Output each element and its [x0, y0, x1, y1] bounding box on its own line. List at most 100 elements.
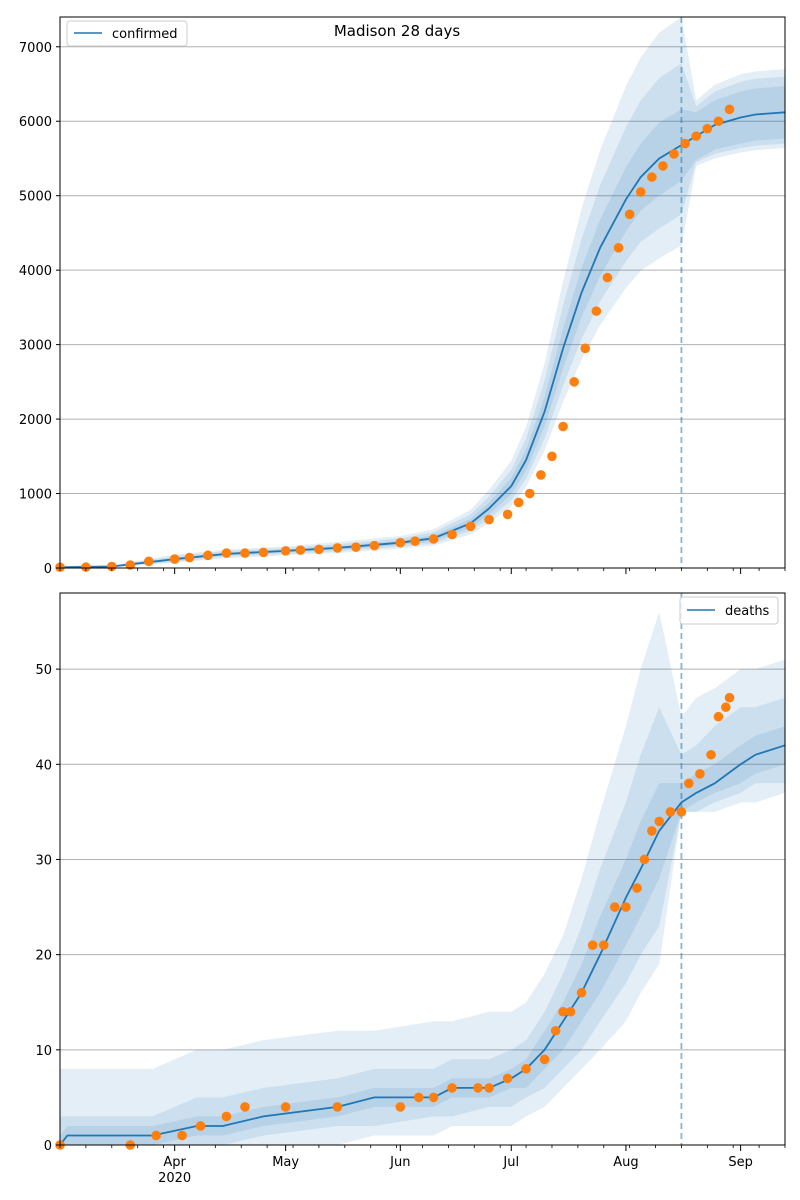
observed-point [143, 556, 154, 567]
y-tick-label: 3000 [19, 339, 52, 354]
observed-point [484, 514, 494, 525]
observed-point [280, 1102, 291, 1112]
observed-point [240, 1102, 250, 1112]
y-tick-label: 7000 [19, 41, 52, 56]
observed-point [724, 104, 735, 115]
deaths-legend: deaths [679, 596, 779, 625]
y-tick-label: 50 [35, 663, 52, 678]
observed-point [558, 1006, 568, 1017]
observed-point [613, 243, 624, 253]
observed-point [428, 534, 439, 544]
observed-point [502, 509, 513, 520]
observed-point [691, 131, 702, 141]
observed-point [565, 1006, 576, 1017]
x-tick-label: May [272, 1155, 299, 1170]
observed-point [591, 306, 602, 316]
observed-point [280, 546, 291, 556]
observed-point [521, 1064, 531, 1074]
observed-point [547, 451, 557, 462]
observed-point [332, 543, 343, 553]
x-tick-label: Sep [728, 1155, 753, 1170]
y-tick-label: 2000 [19, 413, 52, 428]
observed-point [332, 1102, 343, 1112]
observed-point [654, 816, 665, 827]
observed-point [639, 854, 650, 865]
observed-point [635, 187, 646, 197]
y-tick-label: 0 [44, 1139, 52, 1154]
observed-point [395, 1102, 406, 1112]
observed-point [569, 377, 579, 387]
uncertainty-band [60, 17, 785, 568]
x-tick-label: Jul [502, 1155, 519, 1170]
observed-point [665, 807, 676, 817]
y-tick-label: 40 [35, 758, 52, 773]
confirmed-y-axis: 0 1000 2000 3000 4000 5000 6000 7000 [19, 41, 60, 577]
y-tick-label: 4000 [19, 264, 52, 279]
observed-point [602, 272, 613, 283]
observed-point [706, 749, 716, 760]
observed-point [513, 497, 524, 508]
observed-point [647, 172, 657, 182]
observed-point [632, 883, 642, 893]
observed-point [647, 826, 657, 836]
legend-label-deaths: deaths [725, 604, 770, 619]
x-tick-label: Aug [613, 1155, 638, 1170]
observed-point [536, 470, 546, 480]
observed-point [195, 1121, 206, 1131]
y-tick-label: 1000 [19, 488, 52, 503]
y-tick-label: 5000 [19, 190, 52, 205]
observed-point [81, 562, 91, 572]
observed-point [177, 1130, 187, 1141]
observed-point [169, 554, 180, 564]
observed-point [558, 421, 568, 432]
uncertainty-band [60, 726, 785, 1145]
observed-point [447, 529, 457, 540]
observed-point [695, 769, 705, 779]
observed-point [258, 547, 269, 558]
observed-point [684, 778, 694, 789]
observed-point [414, 1092, 424, 1103]
observed-point [713, 711, 724, 722]
y-tick-label: 0 [44, 562, 52, 577]
observed-point [680, 138, 690, 149]
observed-point [621, 902, 631, 912]
observed-point [550, 1025, 561, 1036]
observed-point [295, 545, 306, 555]
observed-point [428, 1092, 439, 1103]
observed-point [473, 1083, 483, 1093]
confirmed-legend: confirmed [66, 20, 188, 47]
observed-point [125, 560, 136, 570]
observed-point [610, 902, 620, 912]
observed-point [151, 1130, 161, 1141]
observed-point [484, 1083, 494, 1093]
observed-point [351, 542, 361, 552]
observed-point [106, 561, 117, 572]
observed-point [676, 807, 687, 817]
observed-point [658, 161, 668, 171]
observed-point [240, 548, 250, 558]
observed-point [713, 116, 724, 127]
confirmed-panel: 0 1000 2000 3000 4000 5000 6000 7000 confirmed [19, 16, 786, 577]
y-tick-label: 10 [35, 1044, 52, 1059]
observed-point [702, 123, 713, 134]
observed-point [369, 540, 380, 551]
model-line [59, 744, 786, 1146]
y-tick-label: 6000 [19, 115, 52, 130]
y-tick-label: 30 [35, 853, 52, 868]
observed-point [221, 548, 232, 558]
confirmed-x-axis [59, 568, 786, 574]
deaths-plot-area [55, 592, 786, 1150]
uncertainty-band [60, 612, 785, 1145]
x-tick-sublabel: 2020 [158, 1171, 191, 1186]
observed-point [669, 149, 679, 159]
observed-point [624, 209, 635, 220]
confirmed-plot-area [55, 16, 786, 573]
observed-point [587, 940, 598, 950]
observed-point [314, 544, 324, 555]
observed-point [410, 536, 420, 546]
uncertainty-band [60, 86, 785, 568]
observed-point [524, 488, 535, 499]
legend-box [66, 20, 188, 47]
